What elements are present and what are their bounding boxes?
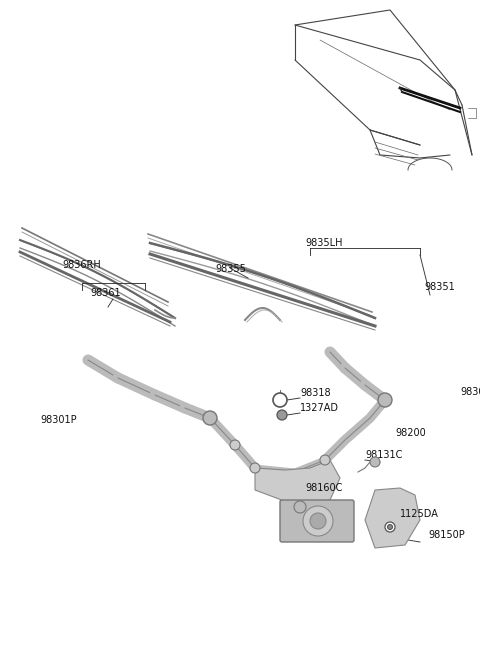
Circle shape <box>378 393 392 407</box>
Circle shape <box>310 513 326 529</box>
Circle shape <box>230 440 240 450</box>
Text: 98200: 98200 <box>395 428 426 438</box>
Circle shape <box>203 411 217 425</box>
Circle shape <box>250 463 260 473</box>
FancyBboxPatch shape <box>280 500 354 542</box>
Text: 98301P: 98301P <box>40 415 77 425</box>
Circle shape <box>277 410 287 420</box>
Text: 98160C: 98160C <box>305 483 342 493</box>
Text: 98355: 98355 <box>215 264 246 274</box>
Text: 98361: 98361 <box>90 288 120 298</box>
Circle shape <box>273 393 287 407</box>
Text: 98100: 98100 <box>310 510 341 520</box>
Text: 98351: 98351 <box>424 282 455 292</box>
Circle shape <box>294 501 306 513</box>
Polygon shape <box>365 488 420 548</box>
Circle shape <box>303 506 333 536</box>
Circle shape <box>385 522 395 532</box>
Text: 1327AD: 1327AD <box>300 403 339 413</box>
Text: 98150P: 98150P <box>428 530 465 540</box>
Text: 98301D: 98301D <box>460 387 480 397</box>
Text: 9836RH: 9836RH <box>62 260 101 270</box>
Text: 98318: 98318 <box>300 388 331 398</box>
Text: 9835LH: 9835LH <box>305 238 343 248</box>
Text: 98131C: 98131C <box>365 450 402 460</box>
Circle shape <box>387 525 393 529</box>
Polygon shape <box>255 460 340 505</box>
Circle shape <box>320 455 330 465</box>
Circle shape <box>370 457 380 467</box>
Text: 1125DA: 1125DA <box>400 509 439 519</box>
